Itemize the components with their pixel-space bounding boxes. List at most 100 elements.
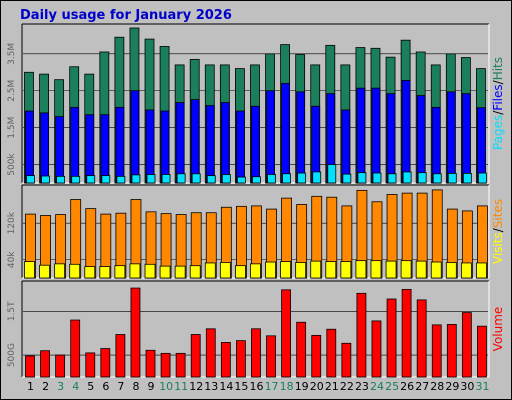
bar-files-day-7: [115, 106, 125, 184]
bar-pages-day-3: [56, 175, 66, 184]
bar-files-day-1: [25, 110, 34, 184]
x-tick-label-day-15: 15: [234, 380, 248, 393]
bar-volume-day-4: [70, 319, 81, 378]
bar-files-day-19: [296, 91, 306, 184]
x-tick-label-day-8: 8: [132, 380, 139, 393]
bar-visits-day-15: [235, 265, 246, 279]
x-tick-label-day-28: 28: [430, 380, 444, 393]
bar-files-day-6: [100, 114, 110, 184]
panel-bottom-tick-label: 500G: [7, 343, 17, 367]
bar-files-day-11: [175, 102, 185, 184]
bar-pages-day-4: [71, 175, 81, 184]
bar-pages-day-27: [417, 172, 427, 184]
bar-pages-day-31: [478, 172, 487, 184]
bar-visits-day-26: [400, 260, 412, 279]
bar-pages-day-1: [26, 175, 35, 184]
x-tick-label-day-27: 27: [415, 380, 429, 393]
bar-files-day-14: [220, 102, 230, 184]
bar-files-day-2: [40, 112, 49, 184]
x-tick-label-day-25: 25: [385, 380, 399, 393]
bar-pages-day-30: [462, 173, 472, 184]
bar-files-day-27: [416, 95, 426, 184]
legend-label-files: Files: [491, 84, 505, 110]
bar-volume-day-24: [371, 320, 382, 378]
legend-separator: /: [491, 79, 505, 84]
bar-volume-day-21: [326, 328, 337, 378]
bar-visits-day-14: [219, 262, 231, 279]
panel-middle-tick-label: 120k: [7, 211, 17, 234]
bar-files-day-15: [236, 110, 245, 184]
legend-label-pages: Pages: [491, 115, 505, 150]
x-tick-label-day-5: 5: [87, 380, 94, 393]
legend-separator: /: [491, 110, 505, 115]
bar-visits-day-10: [159, 265, 171, 279]
bar-volume-day-7: [115, 334, 126, 378]
panel-middle-series-legend: Visits/Sites: [491, 199, 505, 264]
bar-files-day-3: [55, 116, 65, 184]
bar-files-day-23: [356, 87, 366, 184]
bar-pages-day-19: [297, 172, 307, 184]
bar-pages-day-9: [146, 174, 156, 184]
bar-volume-day-26: [401, 288, 412, 378]
x-tick-label-day-23: 23: [355, 380, 369, 393]
bar-files-day-4: [70, 106, 80, 184]
bar-visits-day-13: [204, 262, 216, 279]
bar-pages-day-25: [387, 173, 397, 184]
panel-middle: 120k 40k Visits/Sites: [7, 184, 505, 279]
x-tick-label-day-4: 4: [72, 380, 79, 393]
x-tick-label-day-13: 13: [204, 380, 218, 393]
bar-files-day-20: [311, 105, 321, 184]
bar-volume-day-25: [386, 298, 397, 378]
bar-files-day-18: [281, 82, 290, 184]
bar-volume-day-22: [341, 342, 352, 378]
x-tick-label-day-20: 20: [310, 380, 324, 393]
bar-pages-day-26: [402, 171, 412, 184]
bar-pages-day-5: [86, 175, 96, 184]
bar-visits-day-20: [310, 260, 322, 279]
bar-volume-day-30: [461, 312, 472, 378]
bar-volume-day-20: [311, 334, 322, 378]
bar-pages-day-12: [191, 173, 201, 184]
legend-separator: /: [491, 227, 505, 232]
x-tick-label-day-18: 18: [280, 380, 294, 393]
x-tick-label-day-26: 26: [400, 380, 414, 393]
bar-files-day-31: [477, 107, 486, 184]
bar-pages-day-6: [101, 175, 111, 184]
bar-volume-day-8: [130, 287, 141, 378]
panel-bottom-series-legend: Volume: [491, 307, 505, 352]
bar-pages-day-14: [221, 174, 231, 184]
panel-bottom-tick-label: 1.5T: [7, 301, 17, 321]
bar-visits-day-21: [325, 261, 337, 279]
legend-label-sites: Sites: [491, 199, 505, 228]
bar-visits-day-22: [340, 261, 352, 279]
bar-volume-day-2: [40, 350, 50, 378]
x-tick-label-day-16: 16: [250, 380, 264, 393]
bar-volume-day-9: [145, 349, 156, 378]
bar-files-day-28: [431, 106, 441, 184]
bar-volume-day-31: [477, 325, 487, 378]
bar-files-day-26: [401, 80, 411, 184]
x-tick-label-day-21: 21: [325, 380, 339, 393]
x-tick-label-day-31: 31: [475, 380, 489, 393]
x-axis-day-labels: 1 2 3 4 5 6 7 8 9 10 11 12 13 14 15 16 17 18 19 20 21 22 23 24 2…: [27, 380, 489, 393]
bar-files-day-30: [461, 93, 471, 184]
bar-files-day-16: [251, 105, 260, 184]
bar-visits-day-19: [295, 262, 307, 279]
x-tick-label-day-9: 9: [148, 380, 155, 393]
x-tick-label-day-11: 11: [174, 380, 188, 393]
bar-files-day-25: [386, 93, 396, 184]
bar-pages-day-21: [327, 164, 337, 184]
bar-files-day-22: [341, 109, 351, 184]
x-tick-label-day-12: 12: [189, 380, 203, 393]
bar-pages-day-7: [116, 175, 126, 184]
bar-files-day-24: [371, 87, 381, 184]
bar-pages-day-22: [342, 173, 352, 184]
panel-top-tick-label: 3.5M: [7, 43, 17, 65]
x-tick-label-day-3: 3: [57, 380, 64, 393]
bar-visits-day-30: [460, 262, 472, 279]
x-tick-label-day-6: 6: [102, 380, 109, 393]
bar-files-day-13: [205, 105, 215, 184]
